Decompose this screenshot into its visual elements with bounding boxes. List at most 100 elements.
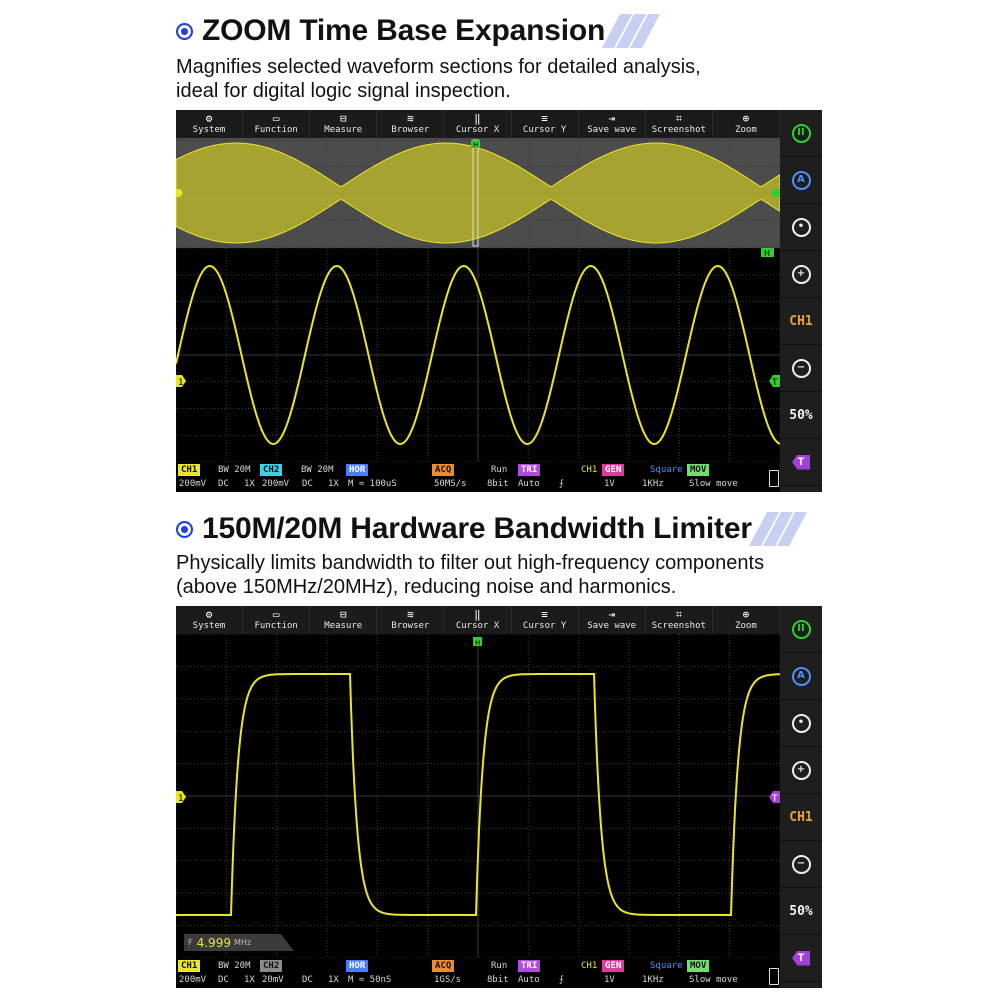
generator-frequency: 1KHz (642, 975, 664, 985)
ch1-marker[interactable]: 1 (176, 791, 186, 804)
sample-rate: 50MS/s (434, 479, 467, 489)
run-status: Run (491, 465, 508, 475)
ch2-tag[interactable]: CH2 (260, 464, 283, 476)
cursor-x-button[interactable]: ‖ Cursor X (444, 110, 512, 138)
generator-amplitude: 1V (604, 975, 615, 985)
pause-icon: II (791, 619, 811, 639)
trigger-level-marker[interactable]: T (769, 791, 780, 804)
ch2-probe: 1X (328, 975, 339, 985)
trigger-source: CH1 (581, 465, 598, 475)
ch1-marker[interactable]: 1 (176, 375, 186, 388)
section-heading-bandwidth: 150M/20M Hardware Bandwidth Limiter (176, 512, 807, 546)
channel-select[interactable]: CH1 (780, 794, 822, 841)
section-title: 150M/20M Hardware Bandwidth Limiter (202, 512, 752, 545)
battery-icon (769, 470, 779, 487)
select-icon: • (791, 713, 811, 733)
ch1-tag[interactable]: CH1 (178, 960, 201, 972)
section-heading-zoom: ZOOM Time Base Expansion (176, 14, 661, 48)
gen-tag[interactable]: GEN (602, 960, 625, 972)
system-button[interactable]: ⚙ System (176, 606, 244, 634)
function-button[interactable]: ▭ Function (243, 110, 311, 138)
run-stop-button[interactable]: II (780, 606, 822, 653)
mov-tag[interactable]: MOV (687, 464, 710, 476)
oscilloscope-screen-zoom: ⚙ System ▭ Function ⊟ Measure ≋ Browser ‖ Cur… (176, 110, 822, 492)
hor-tag[interactable]: HOR (346, 960, 369, 972)
svg-text:1: 1 (178, 794, 184, 804)
trigger-mode: Auto (518, 975, 540, 985)
save-wave-button[interactable]: ⇥ Save wave (579, 606, 646, 634)
side-panel: II A • + CH1 − 50% T (780, 606, 822, 988)
cursor-y-button[interactable]: ≡ Cursor Y (512, 606, 579, 634)
trigger-button[interactable]: T (780, 935, 822, 982)
auto-icon: A (791, 666, 811, 686)
bullet-icon (176, 22, 193, 40)
h-position-marker[interactable]: H (473, 637, 482, 647)
trigger-button[interactable]: T (780, 439, 822, 486)
screenshot-button[interactable]: ⌗ Screenshot (646, 110, 713, 138)
minus-button[interactable]: − (780, 841, 822, 888)
ch2-probe: 1X (328, 479, 339, 489)
status-bar: CH1 BW 20M CH2 BW 20M HOR ACQ Run TRI CH… (176, 462, 780, 492)
save-wave-button[interactable]: ⇥ Save wave (579, 110, 646, 138)
minus-icon: − (791, 358, 811, 378)
gear-icon: ⚙ (205, 111, 213, 125)
cursor-y-button[interactable]: ≡ Cursor Y (512, 110, 579, 138)
gen-tag[interactable]: GEN (602, 464, 625, 476)
screenshot-button[interactable]: ⌗ Screenshot (646, 606, 713, 634)
cursor-x-icon: ‖ (474, 111, 481, 125)
generator-waveform: Square (650, 465, 683, 475)
ch2-tag[interactable]: CH2 (260, 960, 283, 972)
auto-button[interactable]: A (780, 653, 822, 700)
section-description: Physically limits bandwidth to filter ou… (176, 552, 765, 598)
minus-button[interactable]: − (780, 345, 822, 392)
auto-button[interactable]: A (780, 157, 822, 204)
h-position-marker[interactable]: H (471, 140, 480, 149)
tri-tag[interactable]: TRI (518, 464, 541, 476)
acq-tag[interactable]: ACQ (432, 464, 455, 476)
trigger-level-marker[interactable]: T (769, 375, 780, 388)
run-stop-button[interactable]: II (780, 110, 822, 157)
plus-icon: + (791, 760, 811, 780)
system-button[interactable]: ⚙ System (176, 110, 244, 138)
channel-select[interactable]: CH1 (780, 298, 822, 345)
measure-button[interactable]: ⊟ Measure (310, 606, 378, 634)
section-description: Magnifies selected waveform sections for… (176, 56, 701, 102)
pause-icon: II (791, 123, 811, 143)
acq-tag[interactable]: ACQ (432, 960, 455, 972)
generator-waveform: Square (650, 961, 683, 971)
select-button[interactable]: • (780, 204, 822, 251)
hor-tag[interactable]: HOR (346, 464, 369, 476)
function-button[interactable]: ▭ Function (243, 606, 311, 634)
tri-tag[interactable]: TRI (518, 960, 541, 972)
toolbar: ⚙ System ▭ Function ⊟ Measure ≋ Browser ‖ Cur… (176, 606, 780, 634)
ch2-coupling: DC (302, 479, 313, 489)
move-mode: Slow move (689, 479, 738, 489)
cursor-x-button[interactable]: ‖ Cursor X (444, 606, 512, 634)
browser-button[interactable]: ≋ Browser (377, 606, 445, 634)
measure-button[interactable]: ⊟ Measure (310, 110, 378, 138)
plus-button[interactable]: + (780, 747, 822, 794)
trigger-mode: Auto (518, 479, 540, 489)
bullet-icon (176, 520, 193, 538)
ch1-trace (176, 673, 780, 916)
select-button[interactable]: • (780, 700, 822, 747)
gear-icon: ⚙ (205, 607, 213, 621)
oscilloscope-screen-bandwidth: ⚙ System ▭ Function ⊟ Measure ≋ Browser ‖ Cur… (176, 606, 822, 988)
zoom-button[interactable]: ⊕ Zoom (713, 606, 780, 634)
svg-text:H: H (764, 249, 770, 258)
plus-button[interactable]: + (780, 251, 822, 298)
browser-button[interactable]: ≋ Browser (377, 110, 445, 138)
browser-icon: ≋ (407, 111, 414, 125)
zoom-button[interactable]: ⊕ Zoom (713, 110, 780, 138)
percent-button[interactable]: 50% (780, 888, 822, 935)
mov-tag[interactable]: MOV (687, 960, 710, 972)
percent-button[interactable]: 50% (780, 392, 822, 439)
svg-text:T: T (771, 378, 778, 388)
screenshot-icon: ⌗ (675, 607, 682, 621)
ch1-scale: 200mV (179, 975, 207, 985)
plus-icon: + (791, 264, 811, 284)
h-position-marker-main[interactable]: H (761, 248, 774, 258)
svg-text:H: H (475, 639, 480, 647)
ch1-tag[interactable]: CH1 (178, 464, 201, 476)
function-icon: ▭ (272, 111, 280, 125)
